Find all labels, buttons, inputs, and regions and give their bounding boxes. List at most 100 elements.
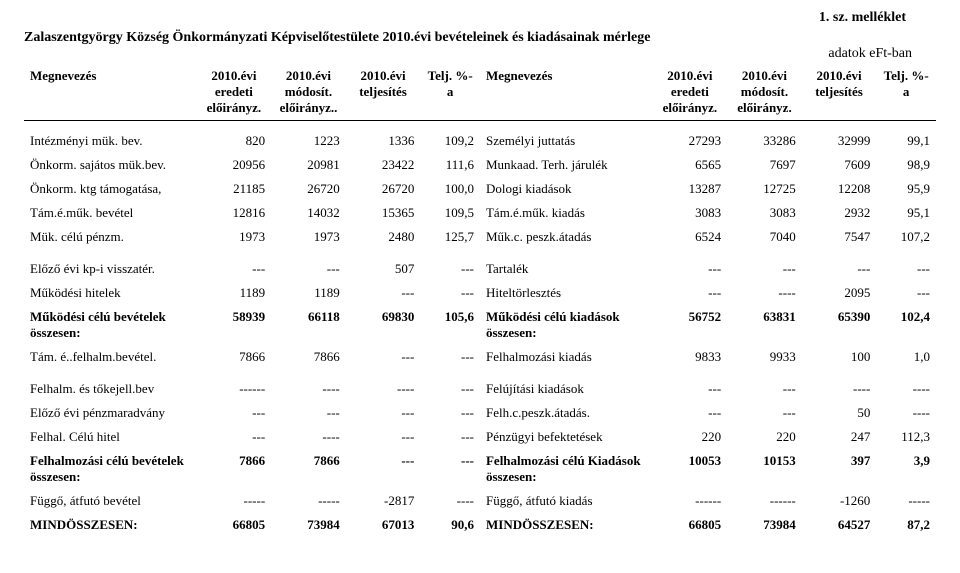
- cell-modosit-left: ----: [271, 425, 346, 449]
- cell-teljpct-right: -----: [876, 489, 936, 513]
- cell-label-right: Tartalék: [480, 249, 653, 281]
- cell-eredeti-left: 12816: [197, 201, 272, 225]
- cell-modosit-left: 73984: [271, 513, 346, 537]
- cell-label-left: Működési hitelek: [24, 281, 197, 305]
- cell-eredeti-right: 56752: [653, 305, 728, 345]
- col-teljesites-left: 2010.évi teljesítés: [346, 64, 421, 121]
- cell-eredeti-right: 9833: [653, 345, 728, 369]
- cell-eredeti-right: 3083: [653, 201, 728, 225]
- cell-teljpct-right: 95,1: [876, 201, 936, 225]
- cell-teljesites-left: 15365: [346, 201, 421, 225]
- cell-teljesites-right: 2095: [802, 281, 877, 305]
- cell-eredeti-right: 220: [653, 425, 728, 449]
- cell-modosit-right: ------: [727, 489, 802, 513]
- cell-label-left: Tám. é..felhalm.bevétel.: [24, 345, 197, 369]
- cell-modosit-left: 20981: [271, 153, 346, 177]
- table-row: Önkorm. sajátos mük.bev.2095620981234221…: [24, 153, 936, 177]
- table-row: Intézményi mük. bev.82012231336109,2Szem…: [24, 121, 936, 154]
- cell-eredeti-right: 66805: [653, 513, 728, 537]
- cell-modosit-right: 12725: [727, 177, 802, 201]
- cell-teljesites-right: -1260: [802, 489, 877, 513]
- col-modosit-right: 2010.évi módosít. előirányz.: [727, 64, 802, 121]
- cell-teljesites-right: ----: [802, 369, 877, 401]
- cell-teljpct-right: 112,3: [876, 425, 936, 449]
- cell-label-left: Előző évi kp-i visszatér.: [24, 249, 197, 281]
- cell-eredeti-left: 20956: [197, 153, 272, 177]
- table-row: Tám. é..felhalm.bevétel.78667866------Fe…: [24, 345, 936, 369]
- cell-label-right: Működési célú kiadások összesen:: [480, 305, 653, 345]
- cell-teljesites-left: 1336: [346, 121, 421, 154]
- cell-teljesites-left: ---: [346, 449, 421, 489]
- table-body: Intézményi mük. bev.82012231336109,2Szem…: [24, 121, 936, 538]
- table-row: Működési célú bevételek összesen:5893966…: [24, 305, 936, 345]
- cell-label-right: Tám.é.műk. kiadás: [480, 201, 653, 225]
- cell-teljpct-right: 99,1: [876, 121, 936, 154]
- header-row: Megnevezés 2010.évi eredeti előirányz. 2…: [24, 64, 936, 121]
- cell-modosit-right: 73984: [727, 513, 802, 537]
- cell-teljpct-left: ---: [420, 425, 480, 449]
- cell-teljesites-right: 7547: [802, 225, 877, 249]
- cell-modosit-right: ---: [727, 401, 802, 425]
- cell-teljesites-right: ---: [802, 249, 877, 281]
- cell-modosit-left: -----: [271, 489, 346, 513]
- cell-teljpct-left: 105,6: [420, 305, 480, 345]
- col-megnevezes-right: Megnevezés: [480, 64, 653, 121]
- cell-modosit-right: ---: [727, 369, 802, 401]
- col-teljpct-right: Telj. %-a: [876, 64, 936, 121]
- cell-eredeti-left: 66805: [197, 513, 272, 537]
- cell-label-right: Műk.c. peszk.átadás: [480, 225, 653, 249]
- cell-modosit-right: 7040: [727, 225, 802, 249]
- table-row: Felhalmozási célú bevételek összesen:786…: [24, 449, 936, 489]
- cell-teljpct-right: ----: [876, 369, 936, 401]
- cell-modosit-right: 63831: [727, 305, 802, 345]
- table-row: Önkorm. ktg támogatása,21185267202672010…: [24, 177, 936, 201]
- cell-label-left: Önkorm. ktg támogatása,: [24, 177, 197, 201]
- cell-teljesites-right: 12208: [802, 177, 877, 201]
- cell-eredeti-right: 13287: [653, 177, 728, 201]
- cell-teljpct-right: 87,2: [876, 513, 936, 537]
- cell-teljpct-right: 95,9: [876, 177, 936, 201]
- col-modosit-left: 2010.évi módosít. előirányz..: [271, 64, 346, 121]
- cell-label-right: Felhalmozási kiadás: [480, 345, 653, 369]
- cell-teljesites-left: 507: [346, 249, 421, 281]
- cell-teljpct-right: 3,9: [876, 449, 936, 489]
- cell-teljesites-right: 247: [802, 425, 877, 449]
- cell-eredeti-left: ---: [197, 401, 272, 425]
- cell-teljesites-right: 65390: [802, 305, 877, 345]
- cell-modosit-right: 10153: [727, 449, 802, 489]
- cell-teljesites-right: 100: [802, 345, 877, 369]
- cell-eredeti-left: 1189: [197, 281, 272, 305]
- cell-modosit-right: 220: [727, 425, 802, 449]
- cell-eredeti-left: 21185: [197, 177, 272, 201]
- cell-teljpct-right: ---: [876, 249, 936, 281]
- cell-modosit-left: 1973: [271, 225, 346, 249]
- cell-label-right: Dologi kiadások: [480, 177, 653, 201]
- cell-modosit-right: 7697: [727, 153, 802, 177]
- cell-modosit-right: 3083: [727, 201, 802, 225]
- cell-label-right: Függő, átfutó kiadás: [480, 489, 653, 513]
- cell-teljpct-right: ----: [876, 401, 936, 425]
- cell-modosit-right: 9933: [727, 345, 802, 369]
- col-teljpct-left: Telj. %-a: [420, 64, 480, 121]
- cell-teljesites-left: -2817: [346, 489, 421, 513]
- cell-modosit-left: 1189: [271, 281, 346, 305]
- cell-eredeti-right: 6524: [653, 225, 728, 249]
- cell-modosit-left: ----: [271, 369, 346, 401]
- cell-teljpct-left: ---: [420, 249, 480, 281]
- table-row: Működési hitelek11891189------Hiteltörle…: [24, 281, 936, 305]
- table-row: Mük. célú pénzm.197319732480125,7Műk.c. …: [24, 225, 936, 249]
- cell-modosit-left: 7866: [271, 345, 346, 369]
- cell-label-right: Felhalmozási célú Kiadások összesen:: [480, 449, 653, 489]
- cell-label-right: Felújítási kiadások: [480, 369, 653, 401]
- cell-teljpct-right: 107,2: [876, 225, 936, 249]
- cell-eredeti-left: 7866: [197, 345, 272, 369]
- cell-teljpct-left: 111,6: [420, 153, 480, 177]
- cell-label-left: Tám.é.műk. bevétel: [24, 201, 197, 225]
- cell-teljpct-left: ---: [420, 401, 480, 425]
- cell-eredeti-left: 58939: [197, 305, 272, 345]
- cell-modosit-right: 33286: [727, 121, 802, 154]
- cell-teljesites-right: 397: [802, 449, 877, 489]
- cell-label-right: Személyi juttatás: [480, 121, 653, 154]
- budget-table: Megnevezés 2010.évi eredeti előirányz. 2…: [24, 64, 936, 537]
- cell-label-left: Függő, átfutó bevétel: [24, 489, 197, 513]
